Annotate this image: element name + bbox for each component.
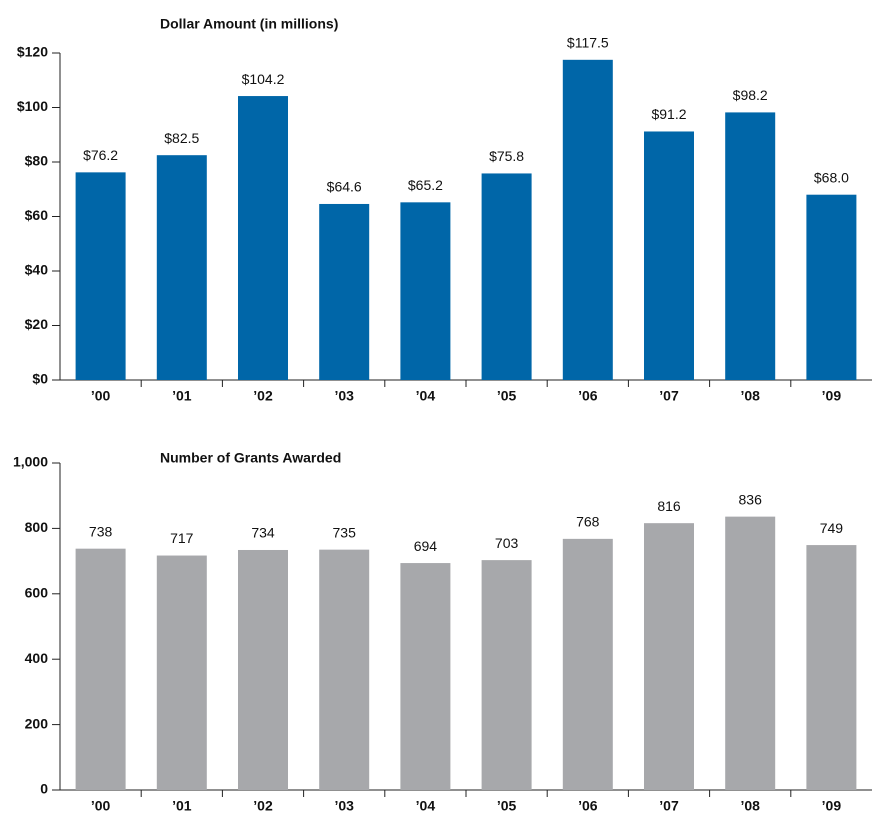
bar (725, 516, 776, 790)
x-tick-label: ’05 (497, 388, 517, 404)
y-tick-label: $80 (25, 153, 49, 169)
value-label: $91.2 (651, 106, 686, 122)
value-label: $117.5 (567, 35, 609, 51)
x-tick-label: ’08 (740, 798, 760, 814)
value-label: $64.6 (327, 179, 362, 195)
y-tick-label: 1,000 (13, 454, 48, 470)
value-label: $82.5 (164, 130, 199, 146)
x-tick-label: ’00 (91, 798, 111, 814)
chart-title: Dollar Amount (in millions) (160, 16, 338, 32)
value-label: $65.2 (408, 177, 443, 193)
value-label: 768 (576, 514, 600, 530)
bar (156, 555, 207, 790)
bar (481, 173, 532, 380)
y-tick-label: $0 (32, 371, 48, 387)
x-tick-label: ’03 (334, 798, 354, 814)
x-tick-label: ’09 (822, 798, 842, 814)
value-label: 749 (820, 520, 844, 536)
bar (400, 202, 451, 380)
x-tick-label: ’06 (578, 798, 598, 814)
bar (806, 545, 857, 790)
bar (562, 59, 613, 380)
y-tick-label: $40 (25, 262, 49, 278)
chart-title: Number of Grants Awarded (160, 450, 341, 466)
value-label: 694 (414, 538, 438, 554)
bar (238, 549, 288, 790)
value-label: $104.2 (242, 71, 285, 87)
bar (319, 549, 370, 790)
x-tick-label: ’04 (416, 798, 436, 814)
bar (319, 203, 370, 380)
bar (562, 538, 613, 790)
y-tick-label: 600 (25, 585, 49, 601)
bar (725, 112, 776, 380)
y-tick-label: $120 (17, 44, 48, 60)
y-tick-label: 800 (25, 519, 49, 535)
value-label: $68.0 (814, 169, 849, 185)
value-label: 836 (739, 491, 763, 507)
value-label: 734 (251, 525, 275, 541)
x-tick-label: ’01 (172, 798, 192, 814)
bar (644, 131, 694, 380)
x-tick-label: ’06 (578, 388, 598, 404)
y-tick-label: $60 (25, 207, 49, 223)
x-tick-label: ’00 (91, 388, 111, 404)
y-tick-label: 200 (25, 715, 49, 731)
bar (481, 560, 532, 790)
bar (75, 548, 126, 790)
bar (156, 155, 207, 380)
bar (238, 96, 288, 381)
value-label: $75.8 (489, 148, 524, 164)
value-label: $98.2 (733, 87, 768, 103)
value-label: 735 (333, 524, 357, 540)
bar (400, 563, 451, 790)
bar (644, 523, 694, 790)
value-label: 816 (657, 498, 681, 514)
bar (75, 172, 126, 380)
x-tick-label: ’09 (822, 388, 842, 404)
x-tick-label: ’08 (740, 388, 760, 404)
x-tick-label: ’05 (497, 798, 517, 814)
x-tick-label: ’04 (416, 388, 436, 404)
x-tick-label: ’03 (334, 388, 354, 404)
value-label: 703 (495, 535, 519, 551)
y-tick-label: $20 (25, 316, 49, 332)
x-tick-label: ’02 (253, 388, 273, 404)
value-label: $76.2 (83, 147, 118, 163)
x-tick-label: ’02 (253, 798, 273, 814)
value-label: 738 (89, 523, 113, 539)
value-label: 717 (170, 530, 194, 546)
y-tick-label: $100 (17, 98, 48, 114)
y-tick-label: 400 (25, 650, 49, 666)
y-tick-label: 0 (40, 781, 48, 797)
x-tick-label: ’07 (659, 798, 679, 814)
x-tick-label: ’07 (659, 388, 679, 404)
x-tick-label: ’01 (172, 388, 192, 404)
bar (806, 194, 857, 380)
